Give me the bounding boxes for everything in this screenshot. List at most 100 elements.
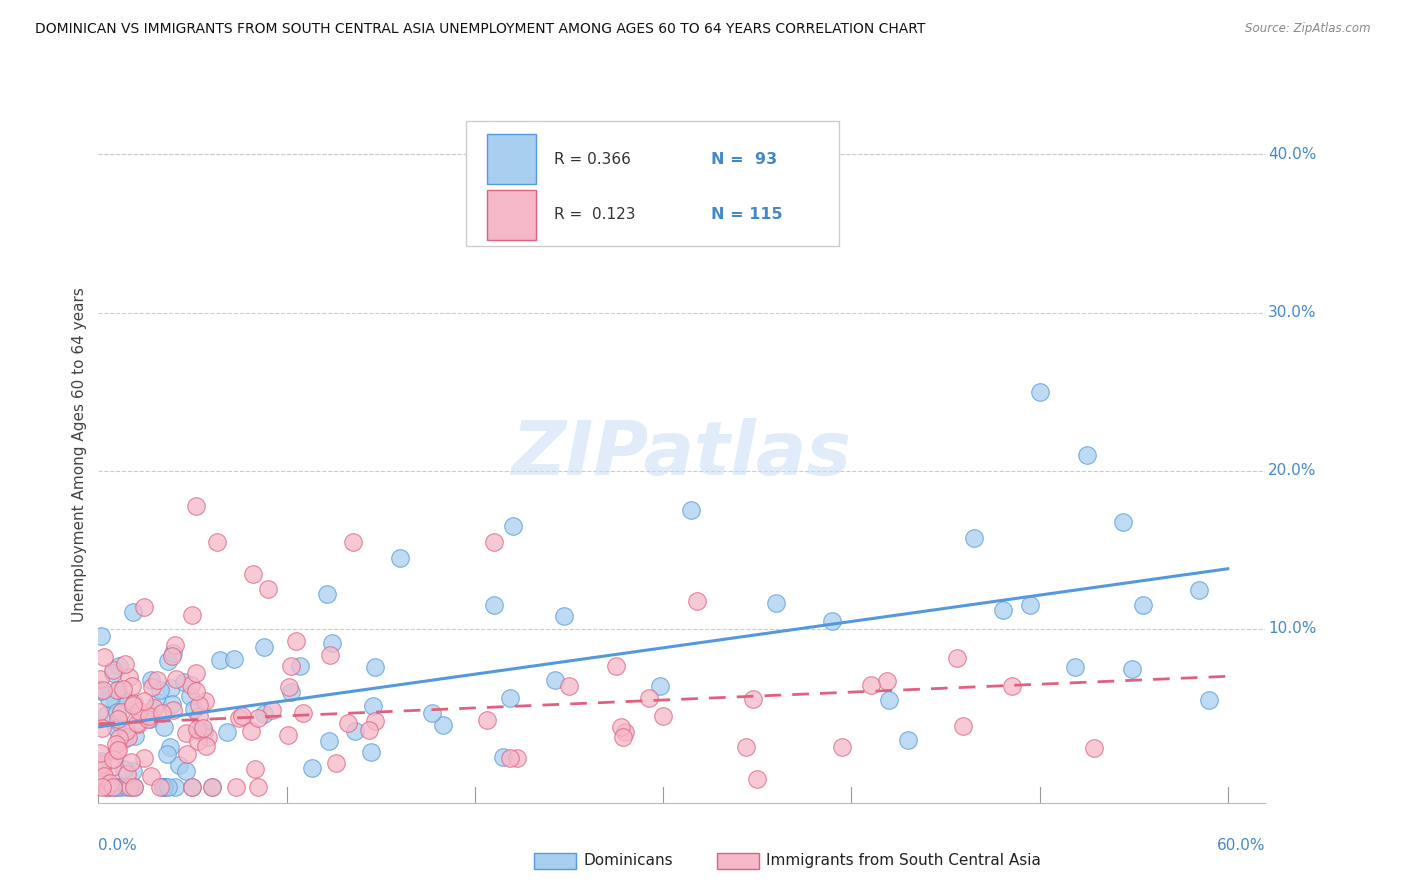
Point [103,780,125,794]
Point [325,756,347,771]
Point [105,743,128,757]
Point [1121,661,1143,675]
Point [138,709,160,723]
Point [498,751,520,765]
Point [107,743,129,757]
Point [243,762,266,776]
Point [107,683,129,698]
Point [280,659,302,673]
Point [188,708,211,723]
Point [122,780,145,794]
Point [1019,598,1042,612]
Point [187,734,209,748]
Point [388,550,411,565]
Point [107,658,129,673]
Point [205,534,228,549]
Text: R = 0.366: R = 0.366 [554,152,630,167]
Point [344,724,367,739]
Point [157,780,180,794]
Point [256,582,278,597]
Point [90,683,112,698]
Point [87,705,110,719]
Point [150,706,173,720]
Text: N =  93: N = 93 [711,152,778,167]
Point [342,534,364,549]
Point [141,673,163,687]
Y-axis label: Unemployment Among Ages 60 to 64 years: Unemployment Among Ages 60 to 64 years [72,287,87,623]
Text: Immigrants from South Central Asia: Immigrants from South Central Asia [766,854,1042,868]
Point [260,703,283,717]
Point [821,614,844,628]
Point [301,761,323,775]
Point [284,634,307,648]
Point [146,673,169,688]
Point [215,725,238,739]
Point [742,692,765,706]
Point [278,680,301,694]
Point [1076,448,1098,462]
Point [127,717,149,731]
Point [89,672,111,686]
Point [1001,679,1024,693]
Point [153,780,176,794]
Point [183,702,205,716]
Point [859,678,882,692]
Point [167,757,190,772]
Point [160,697,183,711]
Point [222,652,245,666]
Point [160,648,183,663]
Point [90,756,112,771]
Point [101,663,124,677]
Point [1188,582,1211,597]
Point [125,716,148,731]
Point [364,714,387,728]
Point [96,780,118,794]
Point [174,725,197,739]
Point [179,690,201,704]
Point [544,673,567,687]
Point [149,780,172,794]
Text: 40.0%: 40.0% [1268,147,1316,162]
Point [143,701,166,715]
Point [197,730,219,744]
Point [318,734,340,748]
Point [228,711,250,725]
Point [176,747,198,761]
Point [173,674,195,689]
Point [1198,693,1220,707]
Point [90,629,112,643]
Text: 10.0%: 10.0% [1268,622,1316,636]
Point [195,739,218,754]
Point [280,685,302,699]
Point [638,690,661,705]
Point [420,706,443,720]
Point [110,780,132,794]
Text: ZIPatlas: ZIPatlas [512,418,852,491]
Point [188,723,211,738]
Point [89,682,111,697]
Point [90,754,112,768]
Point [152,720,174,734]
FancyBboxPatch shape [465,121,839,246]
Point [117,694,139,708]
Point [93,775,115,789]
Text: 0.0%: 0.0% [98,838,138,854]
Point [112,731,135,746]
Text: 30.0%: 30.0% [1268,305,1316,320]
Point [132,599,155,614]
Point [115,767,138,781]
Point [475,713,498,727]
Point [105,737,128,751]
Point [605,659,627,673]
Point [288,659,311,673]
Point [876,674,898,689]
Point [225,780,247,794]
Point [337,715,360,730]
Point [193,725,215,739]
Point [97,780,120,794]
Point [98,776,121,790]
Point [120,756,142,770]
Point [277,728,299,742]
Point [107,731,129,745]
Point [186,499,208,513]
